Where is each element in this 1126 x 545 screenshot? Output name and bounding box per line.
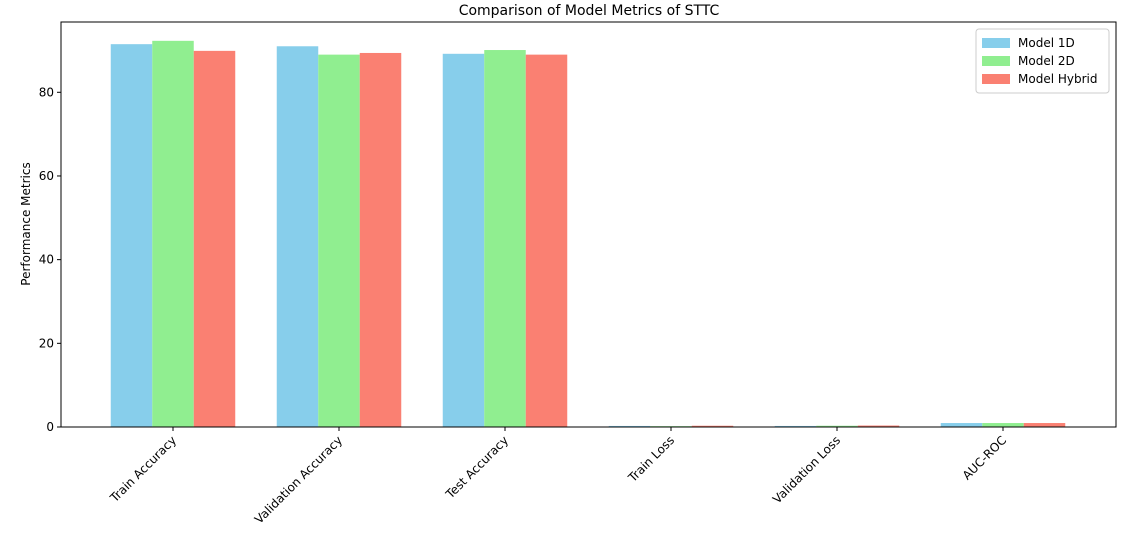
- x-tick-label-3: Train Loss: [625, 433, 677, 485]
- bar-model-1d-1: [276, 46, 319, 428]
- chart-title: Comparison of Model Metrics of STTC: [459, 3, 720, 19]
- bar-model-1d-2: [442, 53, 485, 428]
- legend: Model 1D Model 2D Model Hybrid: [975, 28, 1110, 94]
- bar-model-hybrid-5: [1023, 423, 1066, 427]
- bar-model-1d-4: [774, 425, 817, 427]
- legend-swatch-model-1d: [982, 38, 1010, 48]
- bar-model-1d-3: [608, 425, 651, 427]
- bar-model-hybrid-1: [359, 52, 402, 428]
- y-tick-label-2: 40: [39, 253, 54, 267]
- bar-model-2d-1: [318, 54, 360, 427]
- bar-model-1d-0: [110, 44, 153, 428]
- plot-frame: [60, 21, 1117, 428]
- bar-model-2d-4: [816, 425, 858, 427]
- y-axis-label: Performance Metrics: [19, 162, 33, 285]
- y-tick-label-0: 0: [46, 420, 54, 434]
- bar-model-hybrid-0: [193, 50, 236, 428]
- bar-model-hybrid-2: [525, 54, 568, 427]
- x-tick-label-5: AUC-ROC: [960, 433, 1009, 482]
- legend-label-model-hybrid: Model Hybrid: [1018, 72, 1097, 86]
- bar-model-2d-2: [484, 50, 526, 427]
- x-tick-label-4: Validation Loss: [770, 433, 843, 506]
- y-tick-label-1: 20: [39, 336, 54, 350]
- x-tick-label-0: Train Accuracy: [107, 433, 179, 505]
- bars-layer: [110, 40, 1066, 428]
- y-tick-label-3: 60: [39, 169, 54, 183]
- bar-model-2d-0: [152, 40, 194, 427]
- x-tick-label-1: Validation Accuracy: [252, 433, 345, 526]
- x-tick-label-2: Test Accuracy: [442, 433, 511, 502]
- bar-model-2d-5: [982, 423, 1024, 427]
- bar-model-1d-5: [940, 423, 983, 427]
- bar-model-hybrid-4: [857, 425, 900, 427]
- legend-label-model-1d: Model 1D: [1018, 36, 1075, 50]
- legend-swatch-model-2d: [982, 56, 1010, 66]
- bar-model-hybrid-3: [691, 425, 734, 427]
- y-tick-label-4: 80: [39, 85, 54, 99]
- legend-label-model-2d: Model 2D: [1018, 54, 1075, 68]
- legend-swatch-model-hybrid: [982, 74, 1010, 84]
